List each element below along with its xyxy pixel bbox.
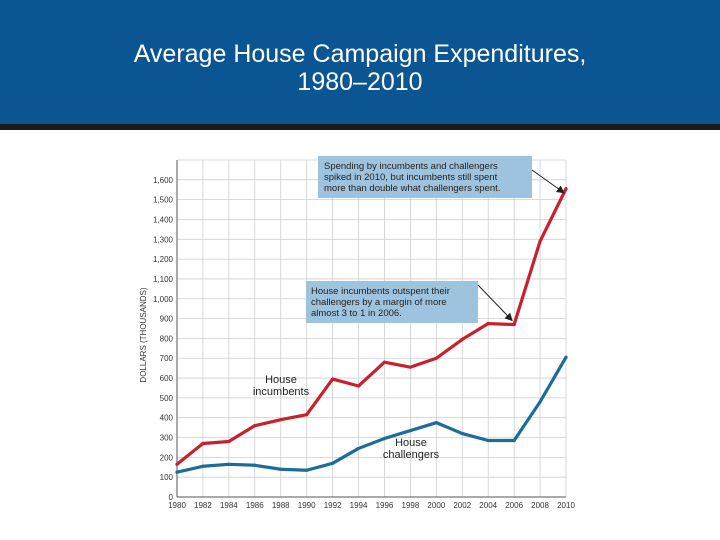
x-tick-label: 2002 bbox=[453, 501, 471, 510]
y-tick-label: 1,000 bbox=[153, 295, 174, 304]
series-label-line-2: challengers bbox=[383, 449, 440, 461]
data-point bbox=[434, 356, 438, 360]
x-tick-label: 2010 bbox=[557, 501, 575, 510]
y-tick-label: 600 bbox=[160, 374, 174, 383]
x-tick-label: 2006 bbox=[505, 501, 523, 510]
y-tick-label: 1,600 bbox=[153, 176, 174, 185]
chart-series bbox=[175, 187, 568, 474]
data-point bbox=[356, 446, 361, 451]
data-point bbox=[512, 322, 516, 327]
y-tick-label: 400 bbox=[160, 414, 174, 423]
data-point bbox=[434, 421, 438, 425]
data-point bbox=[564, 355, 568, 359]
series-label-line-1: House bbox=[265, 374, 297, 386]
header-divider bbox=[0, 124, 720, 130]
title-line-2: 1980–2010 bbox=[297, 68, 423, 96]
data-point bbox=[305, 468, 309, 472]
callout-text-line: challengers by a margin of more bbox=[311, 297, 447, 308]
x-tick-label: 1998 bbox=[402, 501, 420, 510]
series-label-line-2: incumbents bbox=[253, 386, 310, 398]
callout-text-line: more than double what challengers spent. bbox=[324, 183, 500, 194]
y-axis-label: DOLLARS (THOUSANDS) bbox=[139, 287, 148, 382]
data-point bbox=[564, 187, 568, 191]
data-point bbox=[538, 239, 542, 243]
x-tick-label: 1986 bbox=[246, 501, 264, 510]
data-point bbox=[408, 365, 412, 369]
data-point bbox=[486, 438, 490, 443]
x-tick-label: 2000 bbox=[427, 501, 445, 510]
y-tick-label: 1,300 bbox=[153, 235, 174, 244]
y-tick-label: 900 bbox=[160, 315, 174, 324]
data-point bbox=[382, 436, 387, 441]
y-tick-label: 500 bbox=[160, 394, 174, 403]
callout-arrow bbox=[477, 284, 513, 322]
data-point bbox=[201, 464, 205, 468]
callout-text-line: House incumbents outspent their bbox=[311, 286, 450, 297]
data-point bbox=[201, 441, 205, 446]
data-point bbox=[408, 428, 412, 433]
x-tick-label: 1984 bbox=[220, 501, 238, 510]
callout-arrow bbox=[531, 169, 565, 194]
callout-text-line: Spending by incumbents and challengers bbox=[324, 161, 498, 172]
slide-header bbox=[0, 0, 720, 124]
series-line-challengers bbox=[175, 355, 568, 474]
chart-axes bbox=[176, 160, 566, 498]
data-point bbox=[331, 461, 335, 465]
x-tick-label: 1980 bbox=[168, 501, 186, 510]
x-tick-label: 2008 bbox=[531, 501, 549, 510]
slide-title: Average House Campaign Expenditures, 198… bbox=[0, 40, 720, 96]
data-point bbox=[460, 337, 464, 342]
callout-text-line: spiked in 2010, but incumbents still spe… bbox=[324, 172, 498, 183]
data-point bbox=[279, 418, 283, 422]
data-point bbox=[227, 462, 231, 466]
series-label-line-1: House bbox=[395, 437, 427, 449]
chart-tick-labels: 0 100 200 300 400 500 600 700 800 900 1,000 1,100 1,… bbox=[153, 176, 575, 510]
data-point bbox=[486, 321, 490, 326]
x-tick-label: 1996 bbox=[376, 501, 394, 510]
y-tick-label: 1,100 bbox=[153, 275, 174, 284]
x-tick-label: 1988 bbox=[272, 501, 290, 510]
data-point bbox=[356, 384, 361, 388]
x-tick-label: 1994 bbox=[350, 501, 368, 510]
x-tick-label: 1982 bbox=[194, 501, 212, 510]
chart-grid bbox=[176, 159, 567, 498]
data-point bbox=[382, 360, 387, 364]
callout-box bbox=[318, 156, 532, 198]
y-tick-label: 700 bbox=[160, 354, 174, 363]
title-line-1: Average House Campaign Expenditures, bbox=[133, 40, 587, 68]
y-tick-label: 1,500 bbox=[153, 196, 174, 205]
data-point bbox=[331, 377, 335, 381]
chart-callouts: Spending by incumbents and challengerssp… bbox=[306, 156, 565, 323]
x-tick-label: 1990 bbox=[298, 501, 316, 510]
y-tick-label: 300 bbox=[160, 434, 174, 443]
data-point bbox=[175, 462, 179, 466]
data-point bbox=[227, 439, 231, 444]
y-tick-label: 0 bbox=[169, 493, 174, 502]
callout-box bbox=[306, 281, 478, 323]
data-point bbox=[305, 413, 309, 417]
y-tick-label: 100 bbox=[160, 473, 174, 482]
y-tick-label: 800 bbox=[160, 334, 174, 343]
x-tick-label: 1992 bbox=[324, 501, 342, 510]
data-point bbox=[538, 400, 542, 404]
y-tick-label: 1,400 bbox=[153, 215, 174, 224]
series-line-incumbents bbox=[175, 187, 568, 466]
y-tick-label: 1,200 bbox=[153, 255, 174, 264]
data-point bbox=[512, 438, 516, 443]
data-point bbox=[460, 431, 464, 436]
data-point bbox=[253, 463, 257, 467]
data-point bbox=[279, 467, 283, 471]
x-tick-label: 2004 bbox=[479, 501, 497, 510]
callout-text-line: almost 3 to 1 in 2006. bbox=[311, 308, 402, 319]
data-point bbox=[253, 424, 257, 428]
y-tick-label: 200 bbox=[160, 453, 174, 462]
data-point bbox=[175, 470, 179, 474]
